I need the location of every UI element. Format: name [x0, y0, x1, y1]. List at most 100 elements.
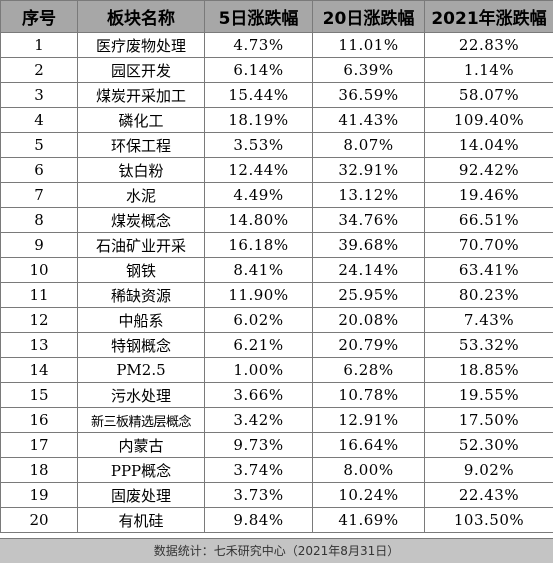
- cell-20day-change: 6.28%: [312, 357, 425, 383]
- cell-2021-change: 53.32%: [424, 332, 553, 358]
- cell-20day-change: 6.39%: [312, 57, 425, 83]
- cell-20day-change: 25.95%: [312, 282, 425, 308]
- cell-sector-name: 园区开发: [77, 57, 205, 83]
- cell-2021-change: 9.02%: [424, 457, 553, 483]
- cell-2021-change: 70.70%: [424, 232, 553, 258]
- table-body: 1 医疗废物处理 4.73% 11.01% 22.83% 2 园区开发 6.14% 6.39% 1…: [0, 32, 553, 533]
- cell-2021-change: 63.41%: [424, 257, 553, 283]
- cell-20day-change: 16.64%: [312, 432, 425, 458]
- cell-sector-name: 环保工程: [77, 132, 205, 158]
- cell-index: 4: [0, 107, 78, 133]
- cell-20day-change: 10.78%: [312, 382, 425, 408]
- cell-sector-name: 水泥: [77, 182, 205, 208]
- cell-index: 16: [0, 407, 78, 433]
- cell-5day-change: 18.19%: [204, 107, 313, 133]
- cell-index: 7: [0, 182, 78, 208]
- cell-sector-name: 石油矿业开采: [77, 232, 205, 258]
- header-sector-name: 板块名称: [77, 0, 205, 33]
- cell-sector-name: 新三板精选层概念: [77, 407, 205, 433]
- table-row: 3 煤炭开采加工 15.44% 36.59% 58.07%: [0, 82, 553, 108]
- cell-20day-change: 34.76%: [312, 207, 425, 233]
- cell-2021-change: 18.85%: [424, 357, 553, 383]
- table-row: 7 水泥 4.49% 13.12% 19.46%: [0, 182, 553, 208]
- cell-sector-name: 内蒙古: [77, 432, 205, 458]
- cell-sector-name: 磷化工: [77, 107, 205, 133]
- cell-5day-change: 8.41%: [204, 257, 313, 283]
- cell-sector-name: 钢铁: [77, 257, 205, 283]
- cell-2021-change: 103.50%: [424, 507, 553, 533]
- cell-20day-change: 41.43%: [312, 107, 425, 133]
- table-row: 12 中船系 6.02% 20.08% 7.43%: [0, 307, 553, 333]
- cell-sector-name: 污水处理: [77, 382, 205, 408]
- cell-20day-change: 10.24%: [312, 482, 425, 508]
- sector-performance-table: 序号 板块名称 5日涨跌幅 20日涨跌幅 2021年涨跌幅 1 医疗废物处理 4.7…: [0, 0, 553, 533]
- cell-index: 9: [0, 232, 78, 258]
- cell-index: 10: [0, 257, 78, 283]
- cell-2021-change: 19.55%: [424, 382, 553, 408]
- table-row: 9 石油矿业开采 16.18% 39.68% 70.70%: [0, 232, 553, 258]
- cell-index: 3: [0, 82, 78, 108]
- cell-2021-change: 66.51%: [424, 207, 553, 233]
- cell-sector-name: 稀缺资源: [77, 282, 205, 308]
- cell-5day-change: 9.73%: [204, 432, 313, 458]
- table-row: 14 PM2.5 1.00% 6.28% 18.85%: [0, 357, 553, 383]
- cell-20day-change: 24.14%: [312, 257, 425, 283]
- cell-sector-name: 煤炭概念: [77, 207, 205, 233]
- cell-index: 14: [0, 357, 78, 383]
- cell-20day-change: 20.79%: [312, 332, 425, 358]
- cell-5day-change: 3.42%: [204, 407, 313, 433]
- cell-20day-change: 11.01%: [312, 32, 425, 58]
- cell-index: 13: [0, 332, 78, 358]
- cell-5day-change: 6.14%: [204, 57, 313, 83]
- cell-5day-change: 4.73%: [204, 32, 313, 58]
- cell-index: 2: [0, 57, 78, 83]
- cell-2021-change: 14.04%: [424, 132, 553, 158]
- header-5day-change: 5日涨跌幅: [204, 0, 313, 33]
- cell-20day-change: 36.59%: [312, 82, 425, 108]
- table-row: 15 污水处理 3.66% 10.78% 19.55%: [0, 382, 553, 408]
- table-row: 5 环保工程 3.53% 8.07% 14.04%: [0, 132, 553, 158]
- cell-5day-change: 14.80%: [204, 207, 313, 233]
- table-header-row: 序号 板块名称 5日涨跌幅 20日涨跌幅 2021年涨跌幅: [0, 0, 553, 33]
- header-20day-change: 20日涨跌幅: [312, 0, 425, 33]
- table-row: 4 磷化工 18.19% 41.43% 109.40%: [0, 107, 553, 133]
- cell-2021-change: 109.40%: [424, 107, 553, 133]
- table-row: 1 医疗废物处理 4.73% 11.01% 22.83%: [0, 32, 553, 58]
- cell-sector-name: PM2.5: [77, 357, 205, 383]
- header-index: 序号: [0, 0, 78, 33]
- cell-5day-change: 3.66%: [204, 382, 313, 408]
- table-row: 11 稀缺资源 11.90% 25.95% 80.23%: [0, 282, 553, 308]
- cell-5day-change: 15.44%: [204, 82, 313, 108]
- cell-2021-change: 17.50%: [424, 407, 553, 433]
- cell-5day-change: 3.74%: [204, 457, 313, 483]
- cell-20day-change: 13.12%: [312, 182, 425, 208]
- cell-5day-change: 6.02%: [204, 307, 313, 333]
- cell-20day-change: 39.68%: [312, 232, 425, 258]
- cell-5day-change: 3.73%: [204, 482, 313, 508]
- cell-20day-change: 32.91%: [312, 157, 425, 183]
- cell-2021-change: 22.43%: [424, 482, 553, 508]
- cell-index: 18: [0, 457, 78, 483]
- table-row: 16 新三板精选层概念 3.42% 12.91% 17.50%: [0, 407, 553, 433]
- cell-2021-change: 7.43%: [424, 307, 553, 333]
- table-row: 18 PPP概念 3.74% 8.00% 9.02%: [0, 457, 553, 483]
- cell-index: 19: [0, 482, 78, 508]
- cell-sector-name: PPP概念: [77, 457, 205, 483]
- cell-2021-change: 80.23%: [424, 282, 553, 308]
- cell-20day-change: 20.08%: [312, 307, 425, 333]
- cell-20day-change: 12.91%: [312, 407, 425, 433]
- cell-index: 17: [0, 432, 78, 458]
- table-row: 17 内蒙古 9.73% 16.64% 52.30%: [0, 432, 553, 458]
- cell-sector-name: 特钢概念: [77, 332, 205, 358]
- cell-sector-name: 钛白粉: [77, 157, 205, 183]
- table-row: 13 特钢概念 6.21% 20.79% 53.32%: [0, 332, 553, 358]
- cell-2021-change: 22.83%: [424, 32, 553, 58]
- cell-5day-change: 9.84%: [204, 507, 313, 533]
- cell-5day-change: 12.44%: [204, 157, 313, 183]
- table-row: 2 园区开发 6.14% 6.39% 1.14%: [0, 57, 553, 83]
- cell-sector-name: 医疗废物处理: [77, 32, 205, 58]
- cell-index: 12: [0, 307, 78, 333]
- cell-index: 8: [0, 207, 78, 233]
- cell-2021-change: 19.46%: [424, 182, 553, 208]
